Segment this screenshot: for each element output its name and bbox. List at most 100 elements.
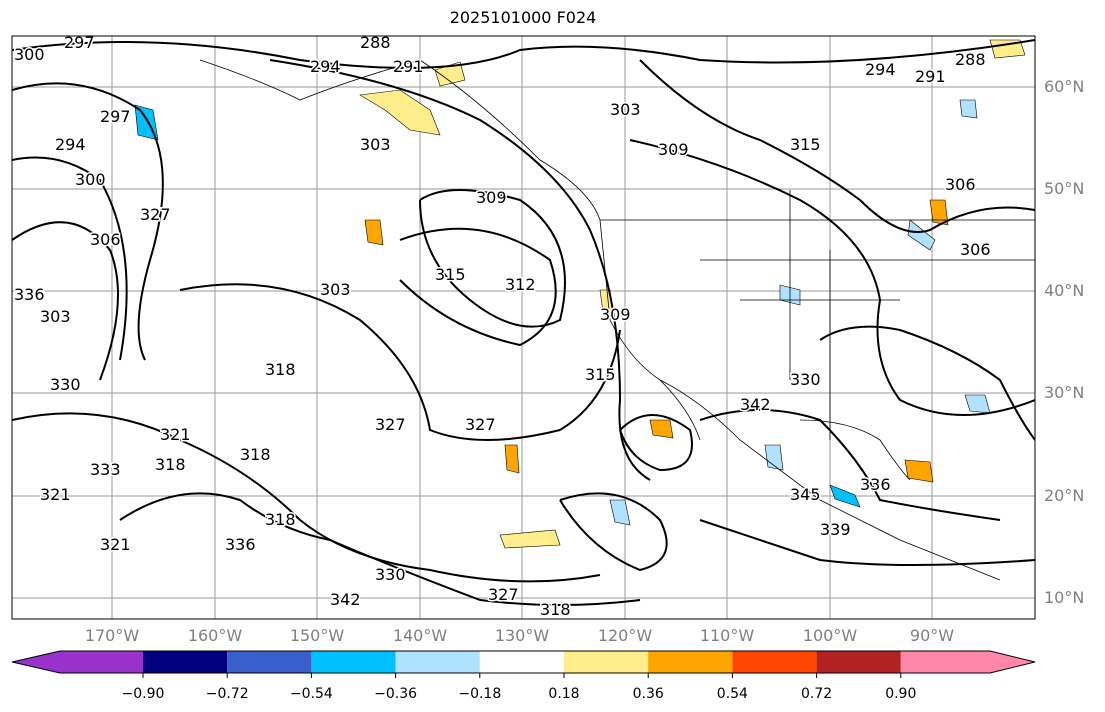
lat-label-60n: 60°N [1044, 77, 1085, 96]
colorbar-segment [564, 651, 649, 673]
contour-label: 342 [740, 395, 771, 414]
contour-label: 321 [100, 535, 131, 554]
lon-label-100w: 100°W [802, 626, 858, 645]
lon-label-120w: 120°W [597, 626, 653, 645]
lat-label-40n: 40°N [1044, 281, 1085, 300]
positive-shade [649, 419, 674, 439]
contour-label: 327 [140, 205, 171, 224]
contour-label: 303 [360, 135, 391, 154]
colorbar-tick-label: 0.36 [632, 686, 664, 702]
contour-label: 315 [585, 365, 616, 384]
colorbar-segment [143, 651, 228, 673]
positive-shade [929, 199, 949, 226]
positive-shade [499, 529, 561, 549]
contour-label: 318 [540, 600, 571, 619]
contour-label: 303 [40, 307, 71, 326]
shaded-regions [134, 39, 1026, 549]
lon-label-140w: 140°W [392, 626, 448, 645]
contour-label: 330 [50, 375, 81, 394]
contour-label: 297 [64, 33, 95, 52]
colorbar-outline [11, 650, 1036, 674]
contour-label: 330 [375, 565, 406, 584]
contour-label: 318 [155, 455, 186, 474]
positive-shade [434, 61, 466, 87]
contour-label: 306 [945, 175, 976, 194]
contour-label: 306 [90, 230, 121, 249]
contour-label: 345 [790, 485, 821, 504]
lon-label-90w: 90°W [909, 626, 955, 645]
lat-label-30n: 30°N [1044, 383, 1085, 402]
colorbar-tick-label: −0.90 [121, 686, 165, 702]
contour-label: 318 [265, 360, 296, 379]
contour-label: 306 [960, 240, 991, 259]
negative-shade [959, 99, 978, 119]
colorbar-tick-label: −0.18 [458, 686, 502, 702]
contour-label: 300 [75, 170, 106, 189]
colorbar-tick-label: 0.72 [801, 686, 833, 702]
contour-label: 294 [310, 57, 341, 76]
contour-label: 312 [505, 275, 536, 294]
graticule [12, 36, 1035, 619]
contour-label: 291 [915, 67, 946, 86]
colorbar-tick-label: 0.54 [716, 686, 748, 702]
positive-shade [989, 39, 1026, 59]
colorbar-segment [816, 651, 901, 673]
negative-shade [829, 484, 861, 508]
lat-label-20n: 20°N [1044, 486, 1085, 505]
contour-label: 336 [225, 535, 256, 554]
contour-label: 294 [865, 60, 896, 79]
contour-label: 303 [610, 100, 641, 119]
contour-label: 321 [160, 425, 191, 444]
colorbar-segment [479, 651, 564, 673]
contour-label: 336 [860, 475, 891, 494]
contour-label: 309 [476, 188, 507, 207]
contour-label: 318 [240, 445, 271, 464]
lon-label-150w: 150°W [289, 626, 345, 645]
contour-label: 327 [465, 415, 496, 434]
contour-label: 309 [658, 140, 689, 159]
contour-lines [12, 39, 1035, 606]
lon-label-130w: 130°W [494, 626, 550, 645]
colorbar-segment [395, 651, 480, 673]
contour-label: 336 [14, 285, 45, 304]
lat-label-10n: 10°N [1044, 588, 1085, 607]
contour-label: 330 [790, 370, 821, 389]
contour-label: 291 [393, 57, 424, 76]
positive-shade [504, 444, 520, 474]
map-title: 2025101000 F024 [449, 8, 597, 27]
lon-label-160w: 160°W [187, 626, 243, 645]
contour-label: 300 [14, 45, 45, 64]
colorbar-extend-high [900, 651, 1035, 673]
contour-label: 333 [90, 460, 121, 479]
colorbar-tick-label: −0.54 [289, 686, 333, 702]
contour-label: 315 [435, 265, 466, 284]
lon-label-110w: 110°W [699, 626, 755, 645]
colorbar [11, 650, 1036, 678]
contour-label: 288 [955, 50, 986, 69]
lat-label-50n: 50°N [1044, 179, 1085, 198]
negative-shade [609, 499, 631, 526]
colorbar-tick-label: 0.18 [548, 686, 580, 702]
negative-shade [764, 444, 784, 471]
positive-shade [904, 459, 934, 483]
contour-label: 327 [488, 585, 519, 604]
colorbar-segment [311, 651, 396, 673]
contour-label: 318 [265, 510, 296, 529]
contour-label: 339 [820, 520, 851, 539]
contour-label: 309 [600, 305, 631, 324]
coastlines [199, 59, 1035, 581]
negative-shade [907, 219, 936, 251]
contour-label: 297 [100, 107, 131, 126]
colorbar-extend-low [12, 651, 143, 673]
positive-shade [359, 89, 441, 136]
contour-label: 294 [55, 135, 86, 154]
colorbar-segment [732, 651, 817, 673]
positive-shade [364, 219, 384, 246]
colorbar-tick-label: −0.36 [374, 686, 418, 702]
contour-label: 303 [320, 280, 351, 299]
colorbar-segment [227, 651, 312, 673]
contour-label: 321 [40, 485, 71, 504]
contour-label: 288 [360, 33, 391, 52]
